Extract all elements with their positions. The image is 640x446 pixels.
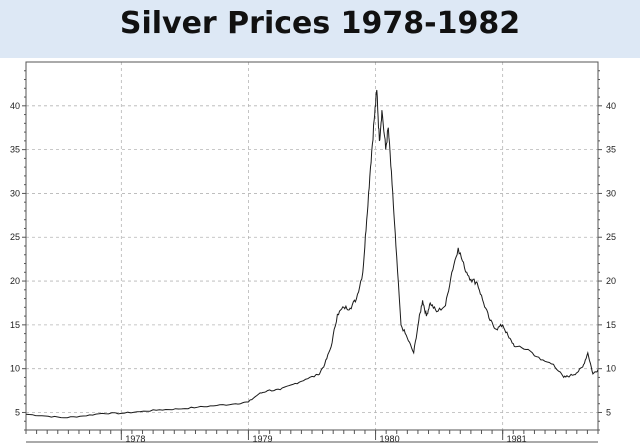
y-tick-label-right: 5 (606, 407, 611, 417)
x-tick-label: 1981 (507, 434, 527, 444)
axis-layer (22, 61, 602, 443)
x-tick-label: 1979 (252, 434, 272, 444)
y-tick-label-right: 35 (606, 145, 616, 155)
title-band (0, 0, 640, 58)
chart-title: Silver Prices 1978-1982 (119, 6, 521, 41)
y-tick-label-right: 25 (606, 232, 616, 242)
x-tick-label: 1978 (125, 434, 145, 444)
plot-frame (25, 61, 599, 431)
y-tick-label-left: 35 (10, 145, 20, 155)
y-tick-label-right: 20 (606, 276, 616, 286)
y-tick-label-right: 15 (606, 320, 616, 330)
y-tick-label-left: 25 (10, 232, 20, 242)
line-chart: 5 5 10 10 15 15 20 20 25 25 30 30 35 35 40 40 1978 1979 19… (10, 61, 616, 444)
y-tick-label-left: 15 (10, 320, 20, 330)
y-tick-label-left: 30 (10, 188, 20, 198)
y-tick-label-left: 40 (10, 101, 20, 111)
y-tick-label-left: 10 (10, 364, 20, 374)
y-tick-label-left: 20 (10, 276, 20, 286)
y-tick-label-right: 10 (606, 364, 616, 374)
label-layer: 5 5 10 10 15 15 20 20 25 25 30 30 35 35 40 40 1978 1979 19… (10, 101, 616, 444)
y-tick-label-left: 5 (15, 407, 20, 417)
y-tick-label-right: 40 (606, 101, 616, 111)
series-line-0 (25, 89, 599, 419)
x-tick-label: 1980 (380, 434, 400, 444)
y-tick-label-right: 30 (606, 188, 616, 198)
grid-layer (26, 62, 598, 430)
series-layer (25, 89, 599, 419)
